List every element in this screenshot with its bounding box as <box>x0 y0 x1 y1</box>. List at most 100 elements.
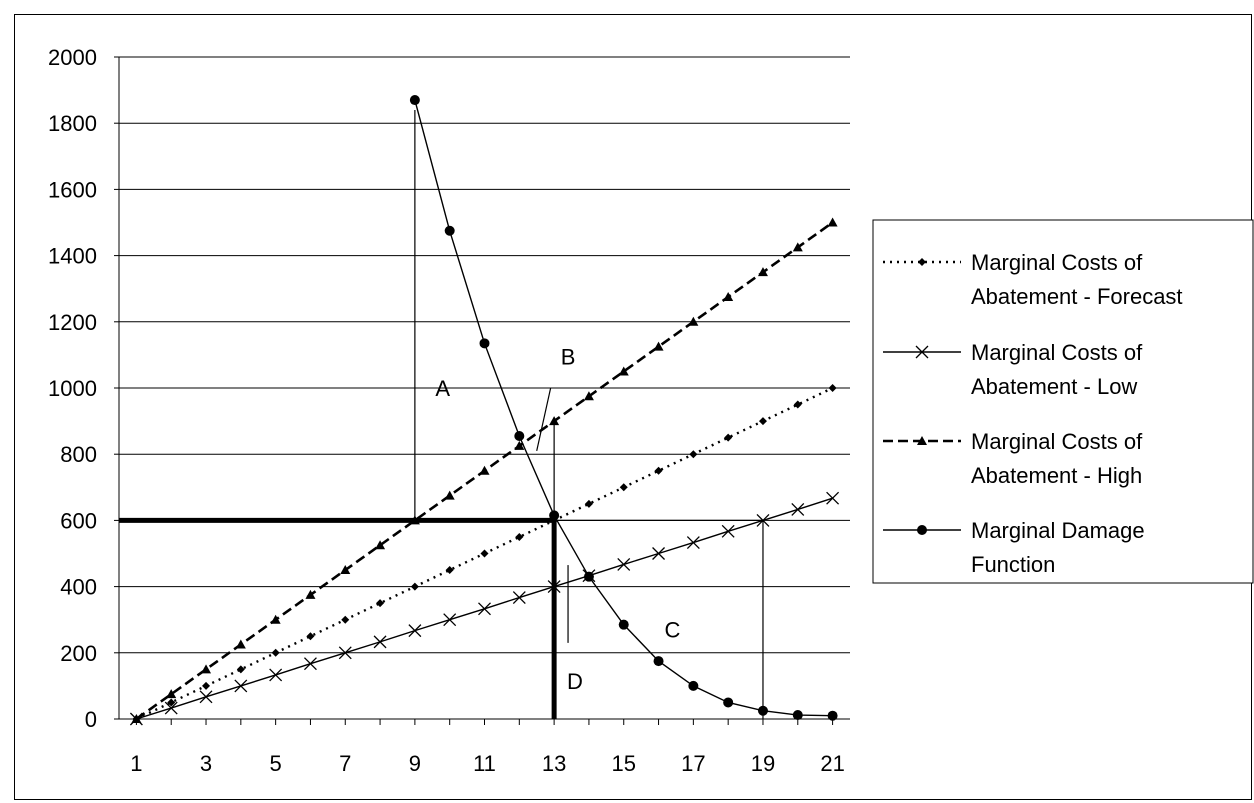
x-tick-label: 11 <box>473 751 496 776</box>
data-point <box>409 515 420 525</box>
data-point <box>338 646 352 660</box>
data-point <box>270 614 281 624</box>
x-tick-label: 5 <box>270 751 282 776</box>
x-tick-label: 17 <box>681 751 705 776</box>
data-point <box>271 648 280 657</box>
gridlines <box>119 56 850 654</box>
data-point <box>917 436 927 445</box>
data-point <box>757 705 768 716</box>
data-point <box>478 602 491 616</box>
y-tick-label: 400 <box>60 575 97 600</box>
series-x <box>129 491 840 726</box>
legend-label: Marginal Costs of <box>971 429 1143 454</box>
data-point <box>269 668 283 682</box>
data-point <box>792 710 803 721</box>
x-tick-label: 19 <box>751 751 775 776</box>
data-point <box>688 680 699 691</box>
data-point <box>514 430 525 441</box>
y-tick-label: 600 <box>60 508 97 533</box>
data-point <box>410 582 419 591</box>
annotation-label: B <box>561 345 576 370</box>
legend-label: Marginal Damage <box>971 518 1145 543</box>
y-tick-label: 1600 <box>48 177 97 202</box>
data-point <box>584 499 593 508</box>
data-point <box>201 664 212 674</box>
annotation-label: C <box>665 618 681 643</box>
legend-box <box>872 219 1254 584</box>
data-point <box>479 338 490 349</box>
data-point <box>340 565 351 575</box>
data-point <box>373 635 387 649</box>
y-tick-label: 1400 <box>48 244 97 269</box>
series-circle <box>409 95 838 721</box>
data-point <box>234 679 248 693</box>
data-point <box>479 465 490 475</box>
data-point <box>917 525 927 535</box>
reference-lines <box>119 109 764 719</box>
data-point <box>826 491 840 505</box>
data-point <box>444 225 455 236</box>
data-point <box>443 613 457 627</box>
x-tick-label: 9 <box>409 751 421 776</box>
y-tick-label: 1000 <box>48 376 97 401</box>
y-tick-label: 0 <box>85 707 97 732</box>
x-tick-label: 21 <box>820 751 844 776</box>
annotations: A B C D <box>435 345 680 694</box>
legend-label: Abatement - Low <box>971 374 1137 399</box>
data-point <box>757 267 768 277</box>
data-point <box>306 632 315 641</box>
legend-label: Function <box>971 552 1055 577</box>
data-point <box>915 345 929 359</box>
annotation-label: D <box>567 669 583 694</box>
annotation-label: A <box>435 376 450 401</box>
data-point <box>791 503 805 516</box>
y-tick-label: 800 <box>60 442 97 467</box>
data-point <box>547 580 561 594</box>
data-point <box>444 490 455 500</box>
data-point <box>827 217 838 227</box>
data-point <box>653 656 664 667</box>
data-point <box>652 547 666 560</box>
data-point <box>480 549 489 558</box>
data-point <box>721 524 735 538</box>
data-point <box>792 242 803 252</box>
data-point <box>758 417 767 426</box>
data-point <box>619 483 628 492</box>
y-tick-label: 1200 <box>48 310 97 335</box>
data-point <box>305 589 316 599</box>
data-point <box>583 391 594 401</box>
series-group <box>129 95 840 726</box>
data-point <box>376 599 385 608</box>
data-point <box>793 400 802 409</box>
x-tick-label: 3 <box>200 751 212 776</box>
legend-label: Marginal Costs of <box>971 250 1143 275</box>
data-point <box>236 665 245 674</box>
data-point <box>199 690 213 704</box>
data-point <box>235 639 246 649</box>
data-point <box>303 657 317 671</box>
data-point <box>512 591 526 604</box>
data-point <box>514 440 525 450</box>
data-point <box>131 714 142 723</box>
data-point <box>202 681 211 690</box>
y-tick-label: 1800 <box>48 111 97 136</box>
reference-line <box>536 387 552 452</box>
x-tick-label: 7 <box>339 751 351 776</box>
legend-label: Abatement - High <box>971 463 1142 488</box>
legend-label: Marginal Costs of <box>971 340 1143 365</box>
data-point <box>618 619 629 630</box>
data-point <box>918 258 926 266</box>
series-triangle <box>131 217 838 723</box>
data-point <box>828 384 837 392</box>
data-point <box>549 416 560 426</box>
x-tick-label: 13 <box>542 751 566 776</box>
data-point <box>515 532 524 541</box>
data-point <box>375 540 386 550</box>
legend-label: Abatement - Forecast <box>971 284 1183 309</box>
series-diamond <box>132 384 837 723</box>
legend: Marginal Costs of Abatement - Forecast Mar… <box>872 219 1254 584</box>
data-point <box>166 689 177 699</box>
data-point <box>445 566 454 575</box>
data-point <box>341 615 350 624</box>
